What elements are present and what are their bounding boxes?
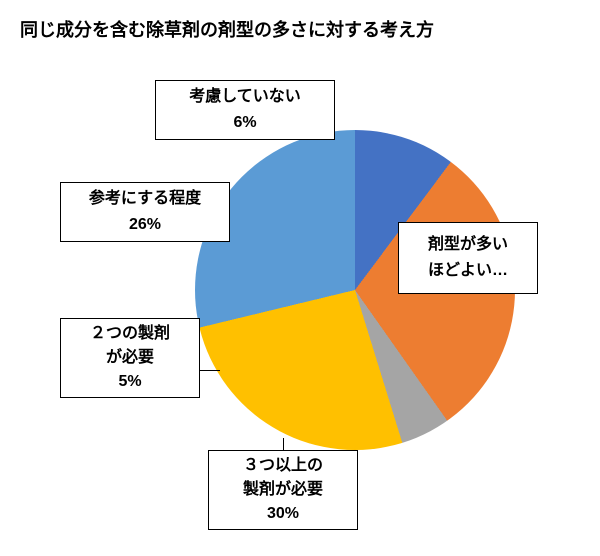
label-two-forms: ２つの製剤 が必要 5% <box>60 318 200 398</box>
label-line: が必要 <box>106 346 154 370</box>
label-percent: 26% <box>129 212 161 238</box>
leader-line <box>200 370 220 371</box>
label-line: ３つ以上の <box>243 454 323 478</box>
label-line: 剤型が多い <box>428 232 508 258</box>
label-percent: 30% <box>267 502 299 526</box>
label-line: 製剤が必要 <box>243 478 323 502</box>
label-many-forms: 剤型が多い ほどよい… <box>398 222 538 294</box>
page-root: 同じ成分を含む除草剤の剤型の多さに対する考え方 剤型が多い ほどよい… ３つ以上… <box>0 0 600 556</box>
chart-title: 同じ成分を含む除草剤の剤型の多さに対する考え方 <box>20 16 434 42</box>
label-line: ほどよい… <box>428 258 508 284</box>
label-percent: 5% <box>118 370 141 394</box>
label-line: 考慮していない <box>189 84 301 110</box>
label-not-consider: 考慮していない 6% <box>155 80 335 140</box>
label-percent: 6% <box>233 110 256 136</box>
label-three-plus: ３つ以上の 製剤が必要 30% <box>208 450 358 530</box>
label-line: ２つの製剤 <box>90 322 170 346</box>
label-line: 参考にする程度 <box>89 186 201 212</box>
label-reference: 参考にする程度 26% <box>60 182 230 242</box>
leader-line <box>283 438 284 450</box>
